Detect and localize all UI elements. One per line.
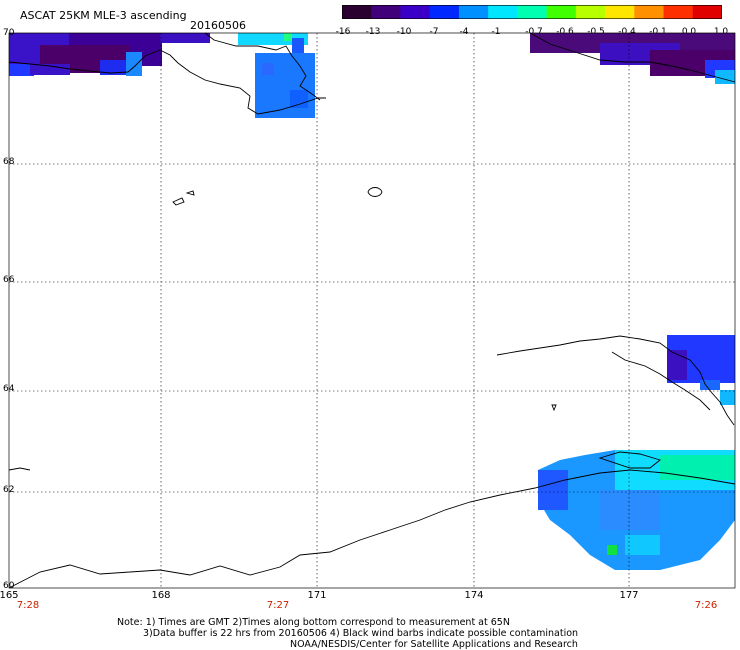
colorbar-segment (400, 5, 431, 19)
lat-lon-grid (9, 33, 735, 588)
lon-label: 165 (0, 590, 19, 601)
lon-label: 174 (464, 590, 484, 601)
colorbar-tick: -0.4 (618, 27, 636, 37)
colorbar-tick: -16 (335, 27, 351, 37)
colorbar (342, 5, 722, 19)
note-line-3: NOAA/NESDIS/Center for Satellite Applica… (290, 639, 578, 650)
lat-label: 60 (3, 581, 15, 591)
note-line-2: 3)Data buffer is 22 hrs from 20160506 4)… (143, 628, 579, 639)
colorbar-tick: -0.1 (649, 27, 667, 37)
colorbar-tick: -0.5 (587, 27, 605, 37)
lon-label: 168 (151, 590, 171, 601)
colorbar-segment (342, 5, 372, 19)
lat-label: 62 (3, 485, 15, 495)
colorbar-segment (605, 5, 635, 19)
lon-label: 177 (619, 590, 639, 601)
product-title: ASCAT 25KM MLE-3 ascending (20, 9, 187, 22)
swath-upper-center (238, 33, 315, 118)
time-label: 7:28 (16, 600, 40, 611)
product-date: 20160506 (190, 19, 246, 32)
lat-label: 70 (3, 28, 15, 38)
note-line-1: Note: 1) Times are GMT 2)Times along bot… (117, 617, 510, 628)
colorbar-segment (458, 5, 489, 19)
colorbar-segment (692, 5, 722, 19)
colorbar-tick: -0.6 (556, 27, 574, 37)
colorbar-tick: -13 (365, 27, 381, 37)
colorbar-tick: -7 (429, 27, 439, 37)
colorbar-tick-labels: -16 -13 -10 -7 -4 -1 -0.7 -0.6 -0.5 -0.4… (330, 27, 740, 39)
plot-frame (8, 32, 736, 589)
lat-label: 64 (3, 384, 15, 394)
time-label: 7:27 (266, 600, 290, 611)
swath-right-middle (667, 335, 735, 405)
colorbar-tick: 0.0 (681, 27, 697, 37)
lon-label: 171 (307, 590, 327, 601)
colorbar-border (342, 5, 722, 19)
colorbar-segment (517, 5, 548, 19)
swath-upper-right (530, 33, 735, 84)
colorbar-segment (488, 5, 518, 19)
colorbar-tick: 1.0 (713, 27, 729, 37)
colorbar-segment (663, 5, 694, 19)
colorbar-tick: -0.7 (525, 27, 543, 37)
lat-label: 66 (3, 275, 15, 285)
colorbar-segment (429, 5, 460, 19)
lat-label: 68 (3, 157, 15, 167)
coastlines (8, 32, 736, 589)
colorbar-tick: -1 (491, 27, 501, 37)
colorbar-segment (546, 5, 577, 19)
colorbar-segment (371, 5, 401, 19)
colorbar-tick: -10 (396, 27, 412, 37)
colorbar-segment (575, 5, 606, 19)
colorbar-segment (634, 5, 665, 19)
swath-upper-left (9, 33, 210, 76)
colorbar-tick: -4 (459, 27, 469, 37)
time-label: 7:26 (694, 600, 718, 611)
